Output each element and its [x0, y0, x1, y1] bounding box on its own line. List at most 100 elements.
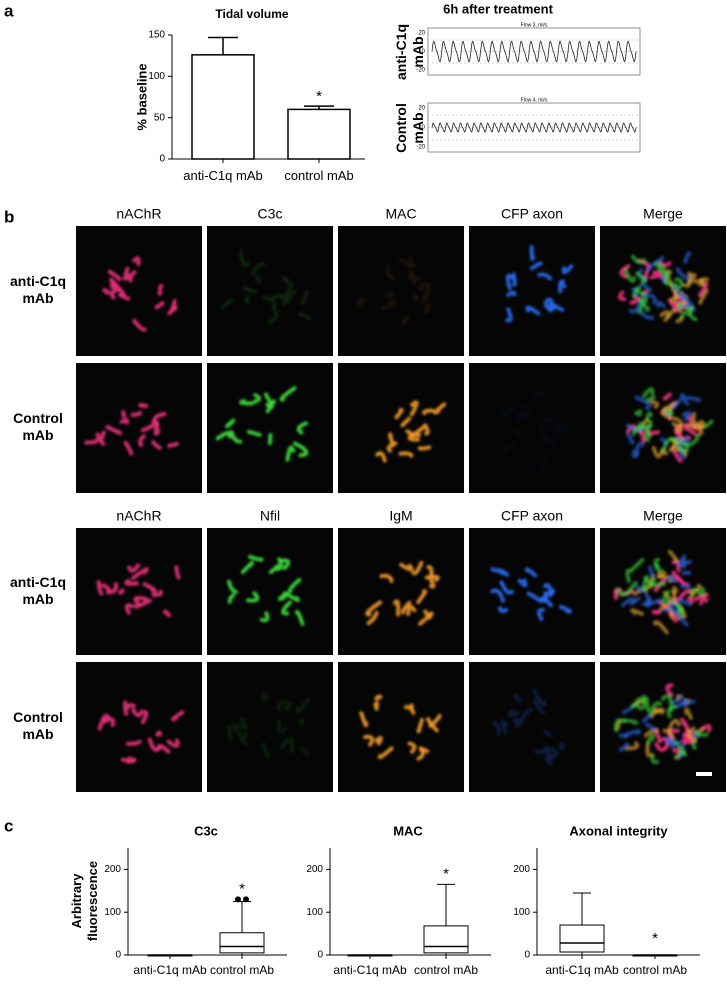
signal-stroke — [226, 579, 239, 594]
signal-stroke — [513, 427, 523, 437]
signal-stroke — [138, 402, 149, 408]
signal-stroke — [638, 419, 653, 430]
signal-stroke — [694, 731, 709, 738]
x-tick-label: control mAb — [622, 963, 688, 977]
signal-stroke — [529, 261, 543, 271]
signal-stroke — [425, 717, 439, 733]
signal-stroke — [544, 588, 556, 598]
signal-stroke — [674, 277, 684, 291]
signal-stroke — [120, 756, 134, 763]
trace-tick-label: -20 — [416, 145, 425, 151]
signal-stroke — [102, 287, 111, 295]
signal-stroke — [244, 294, 250, 305]
y-axis-label: % baseline — [134, 63, 149, 130]
signal-stroke — [125, 703, 136, 711]
micrograph-signal — [375, 400, 447, 463]
signal-stroke — [151, 440, 162, 450]
signal-stroke — [544, 751, 554, 763]
signal-stroke — [162, 609, 172, 618]
trace-tick-label: 20 — [418, 31, 425, 37]
signal-stroke — [630, 696, 643, 709]
signal-stroke — [538, 424, 549, 440]
signal-stroke — [153, 420, 161, 436]
y-tick-label: 100 — [104, 907, 121, 918]
micrograph-signal — [215, 386, 309, 462]
signal-stroke — [681, 570, 692, 576]
signal-stroke — [671, 694, 683, 705]
signal-stroke — [279, 386, 297, 402]
signal-stroke — [646, 733, 655, 744]
signal-stroke — [423, 423, 430, 436]
micrograph-signal — [226, 554, 305, 626]
signal-stroke — [107, 269, 122, 282]
signal-stroke — [428, 577, 436, 589]
signal-stroke — [138, 434, 146, 447]
signal-stroke — [533, 390, 547, 400]
signal-stroke — [631, 421, 644, 436]
signal-stroke — [132, 256, 141, 267]
signal-stroke — [635, 287, 647, 297]
signal-stroke — [659, 309, 670, 318]
signal-stroke — [613, 718, 627, 733]
signal-stroke — [621, 597, 636, 608]
signal-stroke — [490, 588, 506, 603]
signal-stroke — [265, 399, 277, 414]
signal-stroke — [281, 275, 294, 288]
row-label: anti-C1q mAb — [10, 573, 66, 607]
signal-stroke — [124, 603, 135, 615]
signal-stroke — [618, 733, 629, 739]
signal-stroke — [96, 580, 104, 596]
signal-stroke — [422, 287, 431, 303]
micrograph — [338, 662, 464, 792]
signal-stroke — [215, 430, 233, 441]
signal-stroke — [652, 707, 665, 714]
signal-stroke — [623, 718, 639, 725]
micrograph-signal — [102, 256, 178, 332]
signal-stroke — [538, 455, 550, 471]
signal-stroke — [289, 737, 295, 754]
signal-stroke — [157, 283, 164, 296]
signal-stroke — [547, 303, 556, 311]
signal-stroke — [399, 258, 413, 268]
micrograph — [76, 226, 202, 356]
y-tick-label: 100 — [306, 907, 323, 918]
signal-stroke — [268, 564, 280, 575]
signal-stroke — [294, 609, 305, 626]
signal-stroke — [242, 285, 258, 294]
signal-stroke — [665, 683, 674, 697]
column-header: MAC — [385, 206, 416, 222]
signal-stroke — [520, 402, 527, 409]
signal-stroke — [422, 408, 435, 416]
micrograph-signal — [220, 250, 312, 325]
signal-stroke — [640, 310, 655, 320]
y-tick-label: 100 — [148, 71, 165, 82]
signal-stroke — [671, 607, 689, 627]
signal-stroke — [558, 279, 566, 294]
outlier — [235, 896, 241, 903]
box — [559, 924, 605, 953]
signal-stroke — [409, 269, 417, 286]
flow-trace — [431, 122, 637, 133]
signal-stroke — [279, 558, 291, 571]
signal-stroke — [130, 410, 142, 417]
signal-stroke — [140, 710, 149, 725]
signal-stroke — [675, 574, 689, 587]
signal-stroke — [259, 611, 270, 623]
panel-label: b — [4, 207, 14, 226]
micrograph — [76, 363, 202, 493]
micrograph — [469, 662, 595, 792]
signal-stroke — [667, 549, 679, 563]
signal-stroke — [281, 600, 292, 616]
chart-title: Axonal integrity — [569, 823, 668, 838]
signal-stroke — [685, 423, 704, 430]
chart-title: MAC — [393, 823, 423, 838]
signal-stroke — [682, 395, 701, 406]
signal-stroke — [283, 703, 293, 711]
signal-stroke — [110, 286, 122, 300]
signal-stroke — [505, 307, 513, 323]
signal-stroke — [537, 272, 553, 281]
signal-stroke — [630, 608, 645, 616]
signal-stroke — [99, 430, 106, 446]
y-tick-label: 50 — [154, 112, 166, 123]
